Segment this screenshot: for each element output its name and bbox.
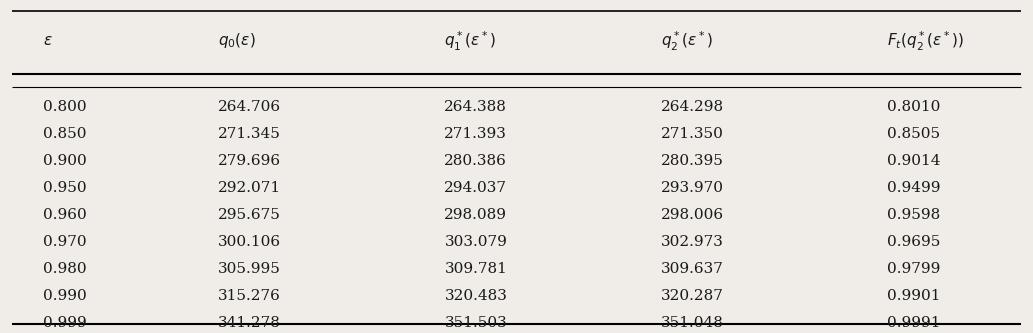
Text: 0.8505: 0.8505 <box>887 127 940 141</box>
Text: 0.9799: 0.9799 <box>887 262 941 276</box>
Text: 271.345: 271.345 <box>218 127 281 141</box>
Text: 280.386: 280.386 <box>444 154 507 168</box>
Text: 315.276: 315.276 <box>218 289 281 303</box>
Text: 305.995: 305.995 <box>218 262 281 276</box>
Text: 309.781: 309.781 <box>444 262 507 276</box>
Text: 303.079: 303.079 <box>444 235 507 249</box>
Text: 351.503: 351.503 <box>444 316 507 330</box>
Text: 0.9901: 0.9901 <box>887 289 941 303</box>
Text: 0.990: 0.990 <box>42 289 87 303</box>
Text: 264.706: 264.706 <box>218 100 281 114</box>
Text: 0.9014: 0.9014 <box>887 154 941 168</box>
Text: 0.9598: 0.9598 <box>887 208 941 222</box>
Text: 0.980: 0.980 <box>42 262 86 276</box>
Text: 271.350: 271.350 <box>661 127 723 141</box>
Text: 0.9499: 0.9499 <box>887 181 941 195</box>
Text: 0.950: 0.950 <box>42 181 86 195</box>
Text: 0.800: 0.800 <box>42 100 86 114</box>
Text: 0.9991: 0.9991 <box>887 316 941 330</box>
Text: 302.973: 302.973 <box>661 235 723 249</box>
Text: $q_1^*(\varepsilon^*)$: $q_1^*(\varepsilon^*)$ <box>444 29 496 53</box>
Text: 279.696: 279.696 <box>218 154 281 168</box>
Text: 271.393: 271.393 <box>444 127 507 141</box>
Text: 0.9695: 0.9695 <box>887 235 941 249</box>
Text: 264.298: 264.298 <box>661 100 724 114</box>
Text: 320.287: 320.287 <box>661 289 723 303</box>
Text: 294.037: 294.037 <box>444 181 507 195</box>
Text: 0.900: 0.900 <box>42 154 87 168</box>
Text: 341.278: 341.278 <box>218 316 281 330</box>
Text: 0.960: 0.960 <box>42 208 87 222</box>
Text: 295.675: 295.675 <box>218 208 281 222</box>
Text: 0.999: 0.999 <box>42 316 87 330</box>
Text: 351.048: 351.048 <box>661 316 723 330</box>
Text: $\varepsilon$: $\varepsilon$ <box>42 34 53 48</box>
Text: 298.006: 298.006 <box>661 208 724 222</box>
Text: 293.970: 293.970 <box>661 181 724 195</box>
Text: 264.388: 264.388 <box>444 100 507 114</box>
Text: 300.106: 300.106 <box>218 235 281 249</box>
Text: 309.637: 309.637 <box>661 262 723 276</box>
Text: $q_2^*(\varepsilon^*)$: $q_2^*(\varepsilon^*)$ <box>661 29 713 53</box>
Text: 280.395: 280.395 <box>661 154 723 168</box>
Text: 0.970: 0.970 <box>42 235 86 249</box>
Text: 292.071: 292.071 <box>218 181 281 195</box>
Text: $F_t(q_2^*(\varepsilon^*))$: $F_t(q_2^*(\varepsilon^*))$ <box>887 29 965 53</box>
Text: $q_0(\varepsilon)$: $q_0(\varepsilon)$ <box>218 31 255 50</box>
Text: 298.089: 298.089 <box>444 208 507 222</box>
Text: 0.850: 0.850 <box>42 127 86 141</box>
Text: 320.483: 320.483 <box>444 289 507 303</box>
Text: 0.8010: 0.8010 <box>887 100 941 114</box>
